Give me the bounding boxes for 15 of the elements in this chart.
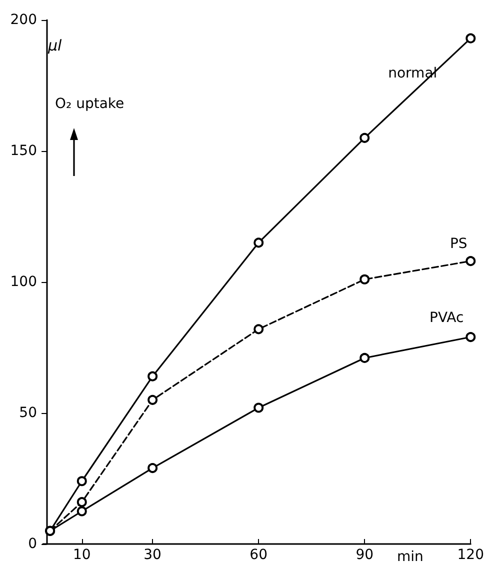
y-tick-label: 0	[28, 536, 37, 552]
annotation: O₂ uptake	[55, 96, 124, 112]
series-label: PVAc	[430, 310, 464, 326]
y-axis-title: µl	[47, 36, 63, 54]
x-tick-label: 10	[72, 547, 91, 563]
x-tick-label: 60	[250, 547, 268, 563]
y-tick-label: 150	[10, 143, 37, 159]
y-tick-label: 50	[19, 405, 37, 421]
x-axis-title: min	[397, 549, 424, 565]
y-tick-label: 200	[10, 12, 37, 28]
x-tick-label: 120	[457, 547, 484, 563]
series-label: PS	[450, 236, 468, 252]
x-tick-label: 90	[356, 547, 374, 563]
y-tick-label: 100	[10, 274, 37, 290]
x-tick-label: 30	[144, 547, 162, 563]
